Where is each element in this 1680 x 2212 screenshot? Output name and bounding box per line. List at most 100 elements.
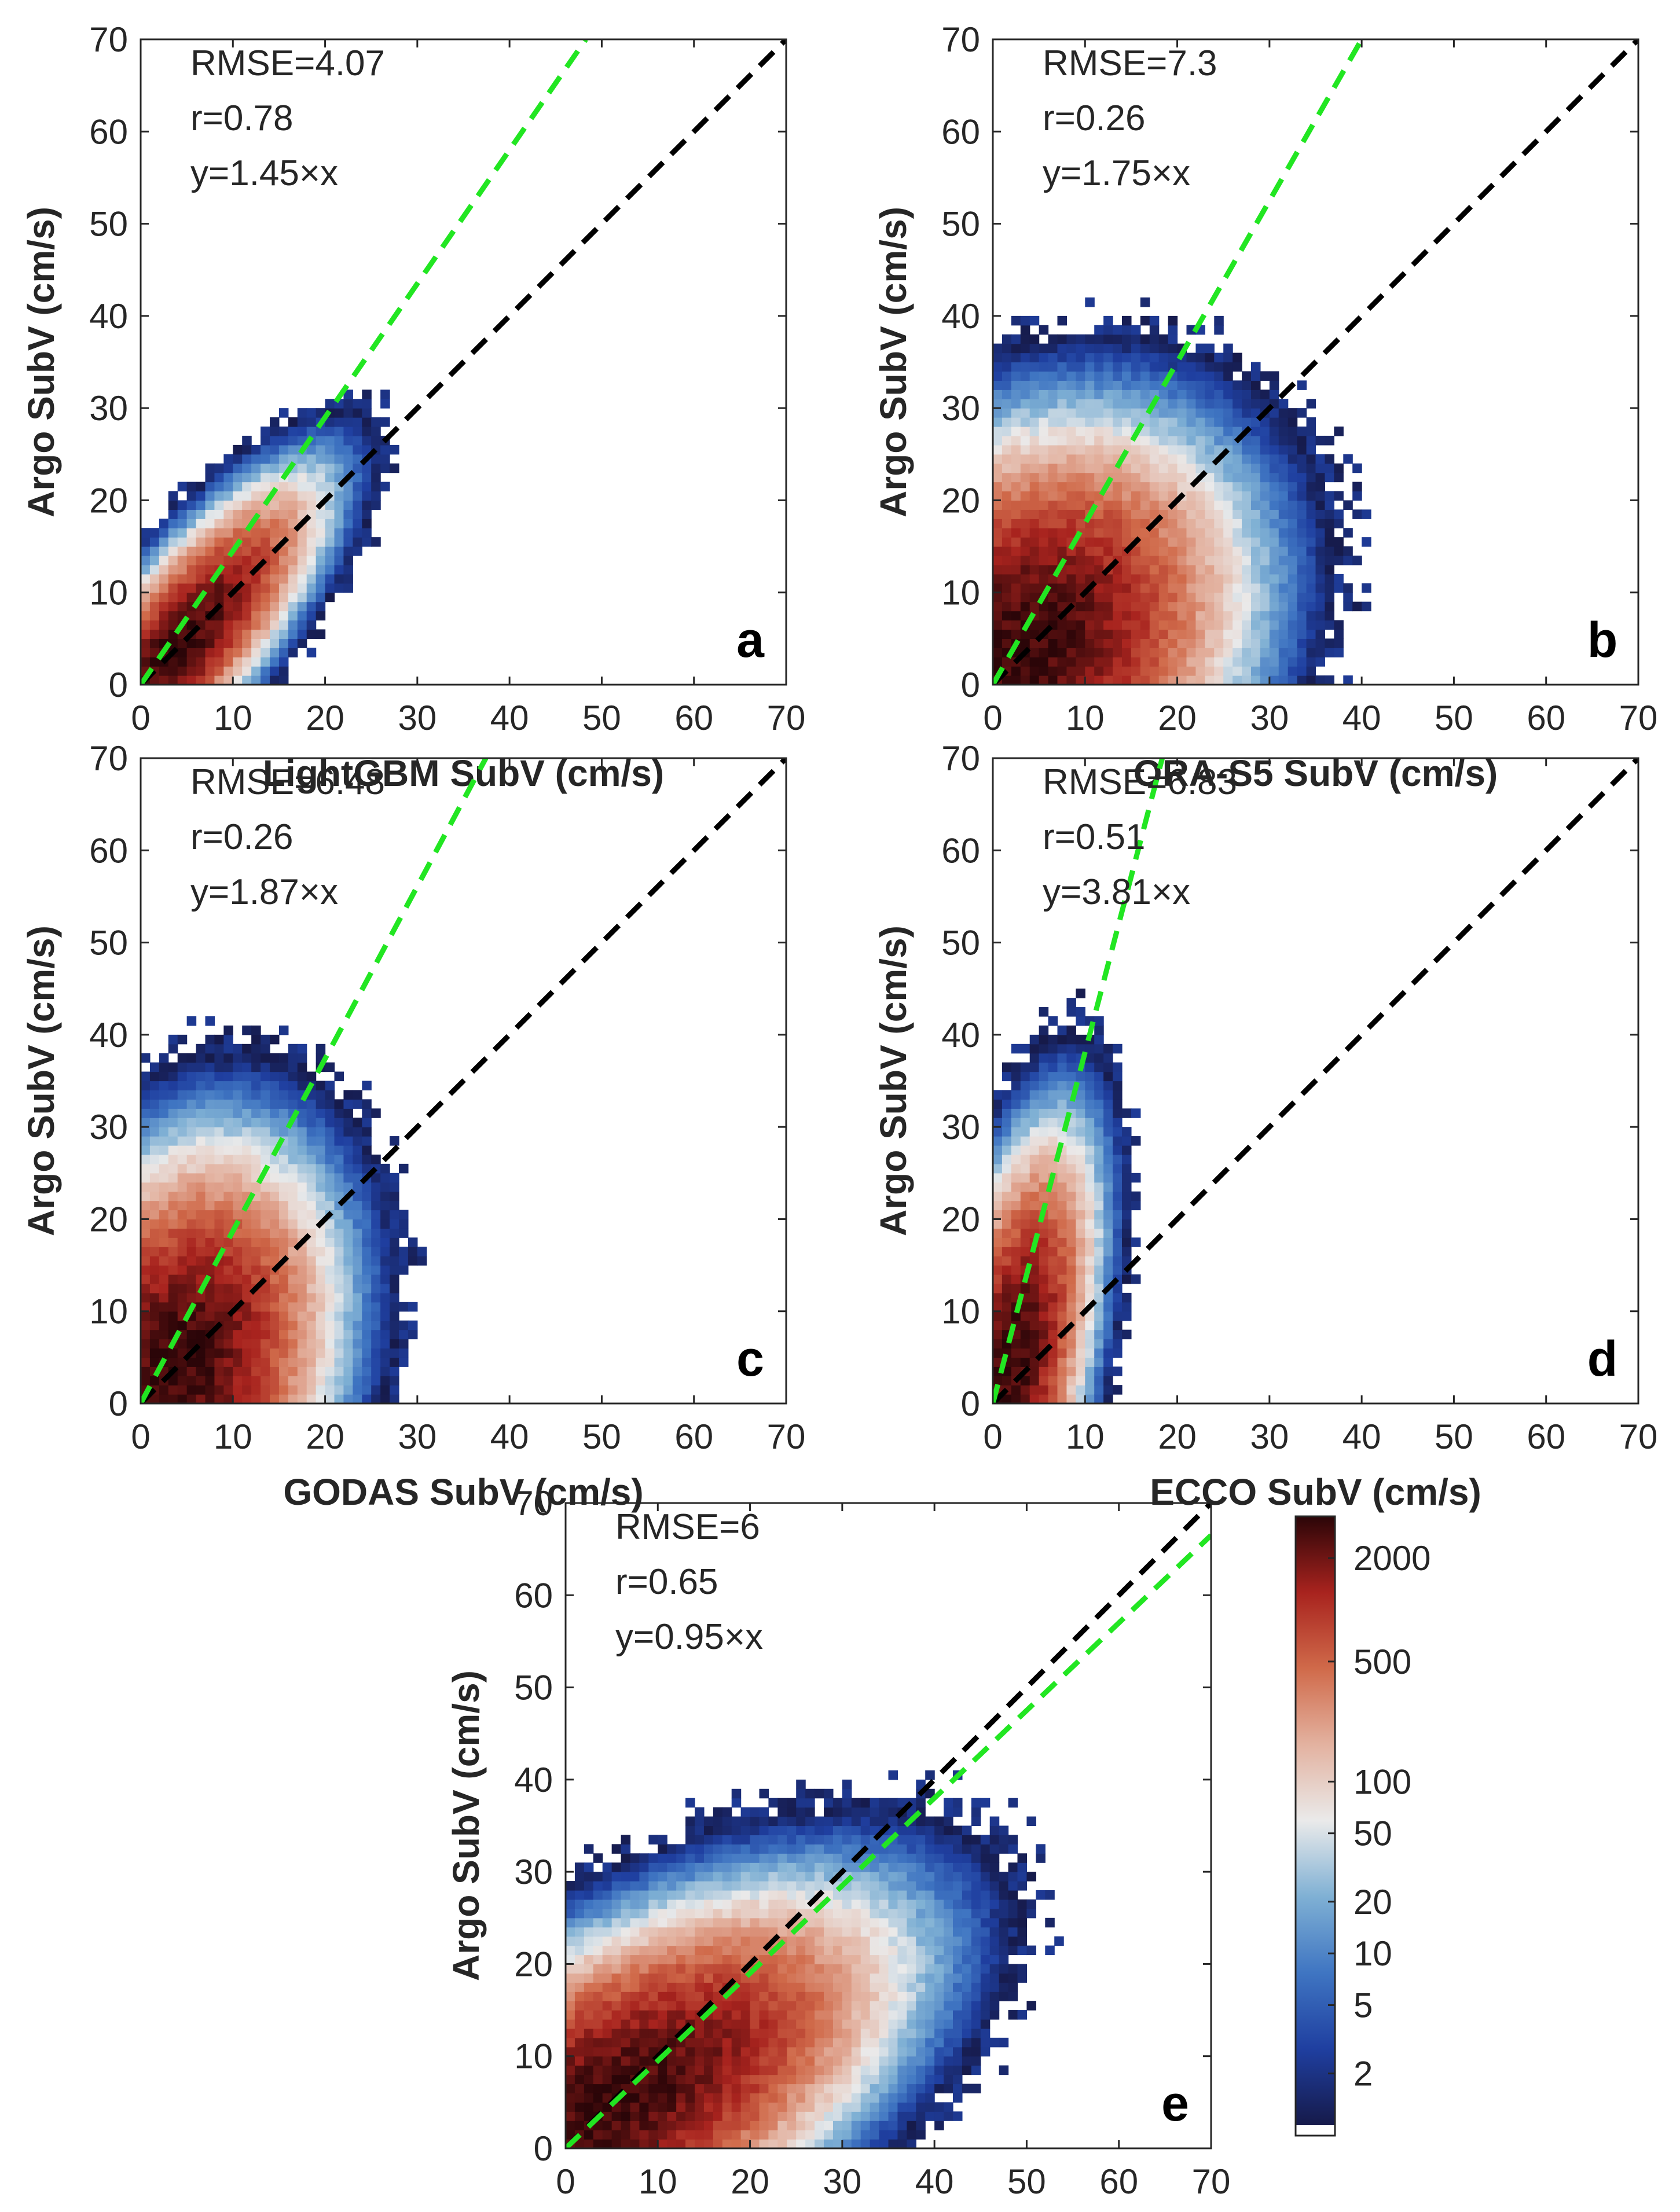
heatmap-cell	[1186, 666, 1197, 676]
heatmap-cell	[1233, 592, 1242, 602]
heatmap-cell	[1251, 371, 1261, 381]
heatmap-cell	[1066, 1366, 1076, 1376]
heatmap-cell	[1066, 1154, 1076, 1164]
heatmap-cell	[1233, 556, 1242, 565]
heatmap-cell	[297, 491, 307, 501]
heatmap-cell	[325, 574, 335, 584]
heatmap-cell	[223, 1247, 233, 1256]
heatmap-cell	[1076, 1127, 1085, 1137]
heatmap-cell	[390, 1200, 399, 1211]
heatmap-cell	[362, 500, 372, 510]
stats-text: r=0.26	[190, 817, 294, 857]
heatmap-cell	[703, 2056, 714, 2066]
heatmap-cell	[1278, 620, 1289, 630]
heatmap-cell	[149, 1357, 160, 1367]
heatmap-cell	[1149, 601, 1160, 612]
heatmap-cell	[1039, 519, 1049, 528]
heatmap-cell	[343, 1108, 353, 1118]
heatmap-cell	[149, 657, 160, 667]
heatmap-cell	[205, 500, 215, 510]
heatmap-cell	[1195, 362, 1205, 372]
heatmap-cell	[667, 1899, 677, 1909]
heatmap-cell	[1029, 500, 1040, 510]
heatmap-cell	[1103, 315, 1113, 326]
heatmap-cell	[1057, 482, 1068, 492]
heatmap-cell	[1223, 454, 1233, 464]
heatmap-cell	[1094, 1016, 1104, 1026]
heatmap-cell	[1020, 629, 1030, 639]
heatmap-cell	[759, 2046, 769, 2057]
heatmap-cell	[1066, 1163, 1076, 1174]
heatmap-cell	[251, 1311, 261, 1321]
heatmap-cell	[223, 482, 233, 492]
heatmap-cell	[1085, 343, 1095, 354]
heatmap-cell	[261, 454, 270, 464]
heatmap-cell	[1297, 564, 1307, 575]
heatmap-cell	[205, 583, 215, 593]
heatmap-cell	[824, 1908, 834, 1919]
heatmap-cell	[1158, 444, 1169, 455]
heatmap-cell	[1076, 362, 1085, 372]
heatmap-cell	[630, 1954, 640, 1965]
heatmap-cell	[602, 2093, 612, 2103]
heatmap-cell	[703, 1835, 714, 1844]
heatmap-cell	[233, 1357, 243, 1367]
heatmap-cell	[233, 1385, 243, 1395]
heatmap-cell	[316, 528, 326, 538]
heatmap-cell	[1039, 1191, 1049, 1201]
heatmap-cell	[1158, 638, 1169, 648]
heatmap-cell	[993, 592, 1003, 602]
heatmap-cell	[1085, 472, 1095, 483]
heatmap-cell	[306, 629, 317, 639]
heatmap-cell	[768, 2028, 778, 2038]
heatmap-cell	[1195, 666, 1205, 676]
heatmap-cell	[1251, 592, 1261, 602]
heatmap-cell	[233, 454, 243, 464]
heatmap-cell	[621, 1908, 631, 1919]
heatmap-cell	[993, 1099, 1003, 1109]
heatmap-cell	[242, 666, 252, 676]
heatmap-cell	[1131, 1274, 1141, 1284]
heatmap-cell	[1306, 657, 1316, 667]
heatmap-cell	[703, 2084, 714, 2094]
heatmap-cell	[214, 1191, 224, 1201]
heatmap-cell	[639, 1973, 649, 1983]
heatmap-cell	[1131, 519, 1141, 528]
heatmap-cell	[1048, 472, 1058, 483]
heatmap-cell	[343, 1228, 353, 1238]
heatmap-cell	[584, 1899, 594, 1909]
heatmap-cell	[1214, 444, 1224, 455]
heatmap-cell	[251, 1274, 261, 1284]
heatmap-cell	[297, 463, 307, 473]
heatmap-cell	[787, 1982, 797, 1992]
heatmap-cell	[288, 1182, 298, 1192]
heatmap-cell	[768, 2130, 778, 2140]
heatmap-cell	[1085, 1228, 1095, 1238]
heatmap-cell	[1297, 500, 1307, 510]
heatmap-cell	[343, 1173, 353, 1183]
heatmap-cell	[1085, 592, 1095, 602]
heatmap-cell	[149, 592, 160, 602]
heatmap-cell	[695, 1807, 705, 1817]
heatmap-cell	[1020, 1237, 1030, 1247]
heatmap-cell	[205, 592, 215, 602]
heatmap-cell	[1205, 463, 1215, 473]
heatmap-cell	[1269, 454, 1279, 464]
heatmap-cell	[639, 1881, 649, 1891]
heatmap-cell	[1287, 482, 1298, 492]
heatmap-cell	[621, 2037, 631, 2048]
heatmap-cell	[196, 1043, 206, 1054]
heatmap-cell	[1233, 519, 1242, 528]
heatmap-cell	[658, 1936, 667, 1946]
heatmap-cell	[1214, 546, 1224, 556]
heatmap-cell	[242, 1127, 252, 1137]
heatmap-cell	[1306, 620, 1316, 630]
heatmap-cell	[1039, 500, 1049, 510]
heatmap-cell	[1113, 519, 1123, 528]
heatmap-cell	[186, 648, 197, 657]
heatmap-cell	[1029, 666, 1040, 676]
heatmap-cell	[768, 2037, 778, 2048]
heatmap-cell	[1260, 620, 1270, 630]
heatmap-cell	[648, 2102, 658, 2112]
heatmap-cell	[1039, 1034, 1049, 1045]
